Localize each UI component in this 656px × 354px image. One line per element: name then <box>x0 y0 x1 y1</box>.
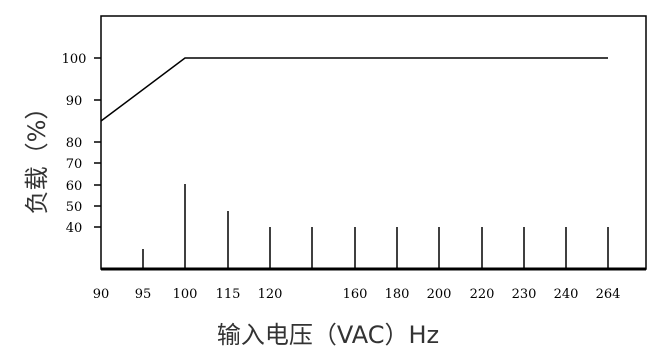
y-tick-label-80: 80 <box>66 136 83 151</box>
series-line-0 <box>100 57 608 122</box>
x-tick-label-100: 100 <box>173 287 198 302</box>
x-tick-label-95: 95 <box>135 287 152 302</box>
vertical-markers <box>142 184 609 269</box>
x-tick-label-240: 240 <box>554 287 579 302</box>
x-axis-ticks: 90 95 100 115 120 160 180 200 220 230 240 264 <box>93 287 621 302</box>
plot-frame <box>100 15 647 270</box>
y-tick-label-60: 60 <box>66 179 83 194</box>
y-tick-label-40: 40 <box>66 221 83 236</box>
x-tick-label-200: 200 <box>427 287 452 302</box>
x-tick-label-120: 120 <box>258 287 283 302</box>
x-tick-label-115: 115 <box>216 287 241 302</box>
y-tick-label-70: 70 <box>66 157 83 172</box>
y-axis-ticks: 100 90 80 70 60 50 40 <box>62 52 101 236</box>
y-tick-label-50: 50 <box>66 200 83 215</box>
x-tick-label-230: 230 <box>512 287 537 302</box>
y-axis-label: 负载（%） <box>23 96 51 215</box>
x-tick-label-160: 160 <box>343 287 368 302</box>
series-layer <box>100 57 608 122</box>
x-tick-label-180: 180 <box>385 287 410 302</box>
y-tick-label-100: 100 <box>62 52 87 67</box>
x-tick-label-264: 264 <box>596 287 621 302</box>
x-tick-label-90: 90 <box>93 287 110 302</box>
y-tick-label-90: 90 <box>66 94 83 109</box>
x-axis-label: 输入电压（VAC）Hz <box>217 321 439 349</box>
x-tick-label-220: 220 <box>470 287 495 302</box>
